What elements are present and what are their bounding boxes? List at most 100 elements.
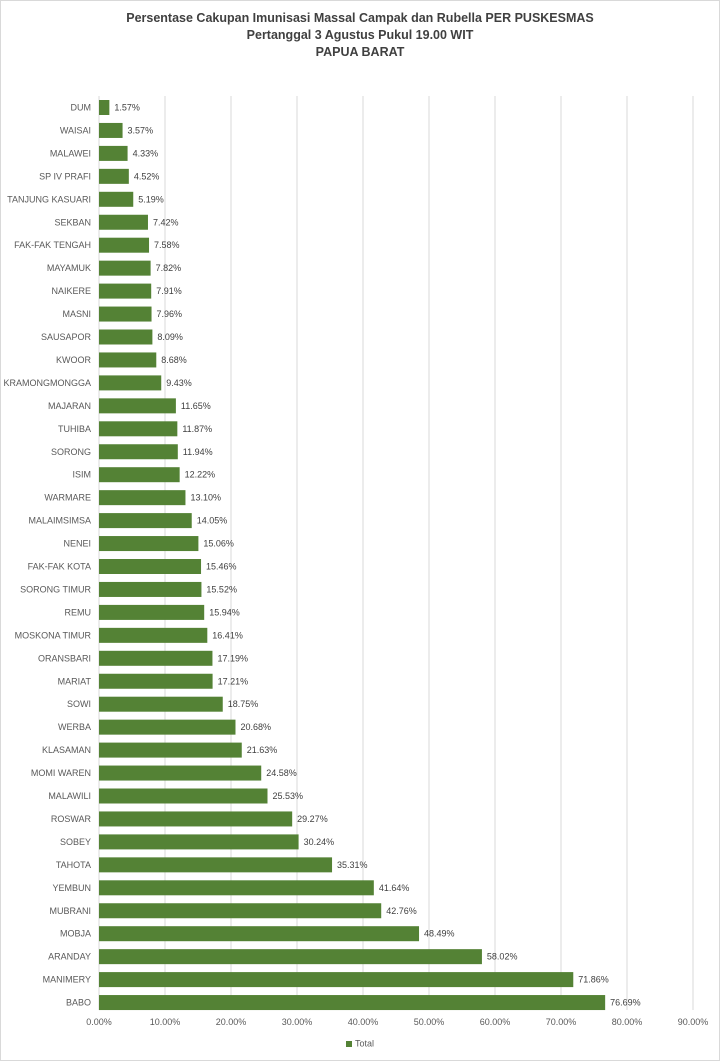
- bar: [99, 260, 151, 276]
- data-label: 8.68%: [161, 355, 187, 365]
- bar: [99, 880, 374, 896]
- category-label: MAYAMUK: [47, 263, 91, 273]
- legend-label: Total: [354, 1038, 374, 1049]
- bar: [99, 742, 242, 758]
- bar: [99, 650, 213, 666]
- bar: [99, 100, 110, 115]
- data-label: 15.46%: [206, 562, 237, 572]
- chart-title: Persentase Cakupan Imunisasi Massal Camp…: [126, 11, 594, 25]
- data-label: 11.87%: [182, 424, 212, 434]
- data-label: 42.76%: [386, 906, 417, 916]
- data-label: 16.41%: [212, 630, 243, 640]
- category-label: SORONG TIMUR: [20, 584, 91, 594]
- bar: [99, 283, 152, 299]
- bar: [99, 788, 268, 804]
- data-label: 1.57%: [114, 103, 140, 113]
- bar: [99, 559, 202, 574]
- data-label: 7.91%: [156, 286, 182, 296]
- data-label: 30.24%: [304, 837, 335, 847]
- category-label: MARIAT: [58, 676, 92, 686]
- category-label: FAK-FAK KOTA: [28, 562, 91, 572]
- chart-subtitle: Pertanggal 3 Agustus Pukul 19.00 WIT: [246, 28, 474, 42]
- bar: [99, 398, 176, 414]
- bar: [99, 834, 299, 850]
- data-label: 76.69%: [610, 998, 641, 1008]
- bar: [99, 995, 606, 1011]
- bar: [99, 214, 148, 230]
- bar: [99, 536, 199, 552]
- data-label: 12.22%: [185, 470, 216, 480]
- bar: [99, 237, 150, 253]
- category-label: ARANDAY: [48, 952, 91, 962]
- x-tick-label: 10.00%: [150, 1017, 181, 1027]
- data-label: 17.19%: [217, 653, 248, 663]
- data-label: 58.02%: [487, 952, 518, 962]
- bar: [99, 375, 162, 391]
- category-label: WARMARE: [44, 493, 91, 503]
- chart-subtitle-region: PAPUA BARAT: [315, 45, 405, 59]
- x-tick-label: 0.00%: [86, 1017, 112, 1027]
- category-label: ISIM: [72, 470, 91, 480]
- category-label: MOSKONA TIMUR: [15, 630, 92, 640]
- data-label: 35.31%: [337, 860, 368, 870]
- bar: [99, 765, 262, 781]
- data-label: 4.33%: [133, 148, 159, 158]
- bar: [99, 581, 202, 597]
- category-label: SORONG: [51, 447, 91, 457]
- x-tick-label: 70.00%: [546, 1017, 577, 1027]
- x-tick-label: 30.00%: [282, 1017, 313, 1027]
- category-label: SAUSAPOR: [41, 332, 92, 342]
- data-label: 20.68%: [240, 722, 271, 732]
- data-label: 4.52%: [134, 171, 160, 181]
- x-tick-label: 80.00%: [612, 1017, 643, 1027]
- data-label: 15.94%: [209, 607, 240, 617]
- bar: [99, 306, 152, 322]
- bar: [99, 352, 157, 368]
- category-label: MALAWEI: [50, 148, 91, 158]
- bar: [99, 444, 178, 460]
- data-label: 3.57%: [128, 125, 154, 135]
- data-label: 15.52%: [206, 584, 237, 594]
- category-label: MALAIMSIMSA: [28, 516, 91, 526]
- category-label: ORANSBARI: [38, 653, 91, 663]
- data-label: 8.09%: [157, 332, 183, 342]
- category-label: NAIKERE: [51, 286, 91, 296]
- category-label: MOMI WAREN: [31, 768, 91, 778]
- bar: [99, 926, 420, 942]
- bar: [99, 421, 178, 437]
- category-label: SP IV PRAFI: [39, 171, 91, 181]
- category-label: MANIMERY: [43, 975, 91, 985]
- category-label: MALAWILI: [48, 791, 91, 801]
- data-label: 41.64%: [379, 883, 410, 893]
- data-label: 14.05%: [197, 516, 228, 526]
- category-label: SEKBAN: [54, 217, 91, 227]
- data-label: 29.27%: [297, 814, 328, 824]
- category-label: MOBJA: [60, 929, 91, 939]
- data-label: 17.21%: [218, 676, 249, 686]
- category-label: SOWI: [67, 699, 91, 709]
- category-label: TANJUNG KASUARI: [7, 194, 91, 204]
- bar: [99, 903, 382, 919]
- category-label: DUM: [71, 103, 92, 113]
- data-label: 21.63%: [247, 745, 278, 755]
- data-label: 48.49%: [424, 929, 455, 939]
- category-label: ROSWAR: [51, 814, 92, 824]
- category-label: FAK-FAK TENGAH: [14, 240, 91, 250]
- category-label: MUBRANI: [49, 906, 91, 916]
- category-label: YEMBUN: [52, 883, 91, 893]
- data-label: 13.10%: [190, 493, 221, 503]
- data-label: 7.58%: [154, 240, 180, 250]
- category-label: NENEI: [63, 539, 91, 549]
- category-label: KRAMONGMONGGA: [3, 378, 91, 388]
- data-label: 15.06%: [203, 539, 234, 549]
- chart-legend: Total: [0, 1038, 720, 1049]
- bar: [99, 490, 186, 506]
- category-label: TAHOTA: [56, 860, 91, 870]
- data-label: 7.82%: [156, 263, 182, 273]
- bar: [99, 329, 153, 345]
- data-label: 5.19%: [138, 194, 164, 204]
- data-label: 25.53%: [272, 791, 303, 801]
- data-label: 18.75%: [228, 699, 259, 709]
- bar: [99, 696, 223, 712]
